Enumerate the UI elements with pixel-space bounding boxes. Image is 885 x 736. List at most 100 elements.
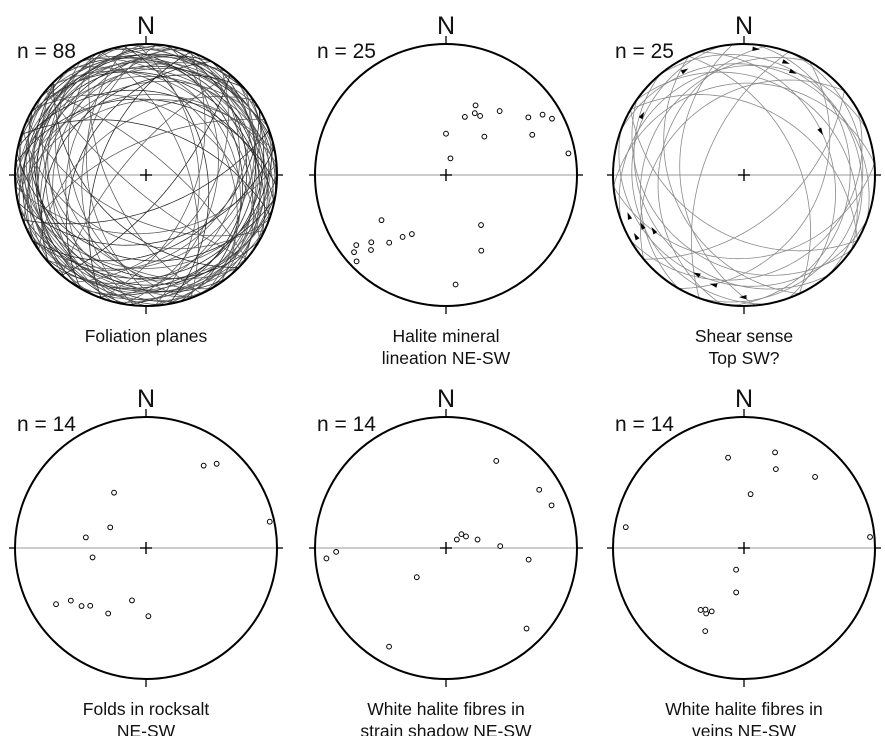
great-circle <box>630 94 858 241</box>
caption-line: Top SW? <box>709 348 780 368</box>
data-point <box>496 108 503 114</box>
north-label: N <box>137 385 155 413</box>
great-circle <box>633 74 829 290</box>
great-circle <box>86 45 165 306</box>
great-circle <box>55 61 212 290</box>
shear-arrow <box>817 127 824 136</box>
great-circle <box>70 66 238 283</box>
north-label: N <box>437 12 455 40</box>
great-circle <box>640 79 845 260</box>
data-point <box>89 554 96 561</box>
data-point <box>53 601 59 608</box>
data-point <box>702 628 709 635</box>
data-point <box>107 524 114 531</box>
data-point <box>413 574 420 581</box>
data-point <box>536 486 543 493</box>
great-circle <box>639 57 810 289</box>
great-circle <box>679 44 756 306</box>
data-point <box>478 247 485 254</box>
north-label: N <box>735 12 753 40</box>
great-circle <box>32 109 260 262</box>
great-circle <box>14 174 278 269</box>
stereonet-4: Nn = 14 Folds in rocksalt NE-SW <box>9 385 283 736</box>
great-circle <box>17 147 275 246</box>
data-point <box>497 543 504 550</box>
data-point <box>452 281 459 288</box>
great-circle <box>65 46 174 304</box>
data-point <box>472 102 479 109</box>
great-circle <box>699 51 864 303</box>
great-circle <box>36 48 180 303</box>
great-circle <box>32 94 260 241</box>
great-circle <box>643 90 845 260</box>
data-point <box>867 534 873 540</box>
data-point <box>78 603 85 609</box>
data-point <box>213 460 220 467</box>
data-point <box>523 625 530 632</box>
data-point <box>368 247 374 253</box>
data-point <box>333 548 340 555</box>
data-point <box>67 597 74 604</box>
data-point <box>747 491 754 498</box>
great-circle <box>657 45 767 305</box>
great-circle <box>136 44 200 306</box>
great-circle <box>15 94 277 187</box>
north-label: N <box>137 12 155 40</box>
shear-arrow <box>781 59 790 64</box>
data-point <box>87 602 94 609</box>
data-point <box>447 155 454 162</box>
great-circle <box>84 58 241 291</box>
great-circle <box>620 63 870 220</box>
caption-line: NE-SW <box>117 721 176 736</box>
shear-arrow <box>651 226 658 235</box>
great-circle <box>19 141 273 279</box>
data-point <box>200 462 207 469</box>
data-points <box>351 102 572 288</box>
great-circle <box>16 152 276 262</box>
great-circle <box>112 48 244 302</box>
great-circle <box>80 55 254 289</box>
shear-arrow <box>640 222 646 230</box>
great-circle <box>45 90 251 272</box>
data-points <box>323 458 555 650</box>
data-points <box>53 460 273 620</box>
shear-arrows <box>627 46 824 300</box>
data-point <box>111 489 117 496</box>
count-label: n = 88 <box>17 40 76 63</box>
great-circle <box>618 65 868 220</box>
count-label: n = 14 <box>17 413 76 436</box>
great-circle <box>17 89 275 203</box>
data-point <box>82 534 89 541</box>
data-point <box>409 231 415 237</box>
great-circle <box>45 90 247 260</box>
north-label: N <box>437 385 455 413</box>
count-label: n = 25 <box>317 40 376 63</box>
data-point <box>453 536 460 543</box>
great-circle <box>663 56 800 295</box>
data-point <box>105 610 112 617</box>
great-circle <box>61 74 231 276</box>
data-points <box>622 449 873 635</box>
data-point <box>708 608 715 615</box>
great-circle <box>19 141 273 281</box>
data-point <box>477 113 484 119</box>
caption-line: Foliation planes <box>85 326 208 346</box>
great-circle <box>659 54 863 276</box>
great-circles <box>613 44 875 306</box>
data-point <box>399 234 406 240</box>
data-point <box>812 474 818 480</box>
data-point <box>565 150 572 157</box>
great-circle <box>630 109 863 281</box>
great-circle <box>88 51 191 299</box>
data-point <box>702 606 709 613</box>
shear-arrow <box>788 68 797 74</box>
caption-line: White halite fibres in <box>367 699 525 719</box>
caption-line: strain shadow NE-SW <box>360 721 532 736</box>
stereonet-1: Nn = 88 Foliation planes <box>9 12 283 346</box>
data-point <box>351 249 357 256</box>
great-circle <box>732 44 851 306</box>
data-point <box>461 114 468 120</box>
data-point <box>353 242 360 249</box>
data-point <box>697 607 704 613</box>
